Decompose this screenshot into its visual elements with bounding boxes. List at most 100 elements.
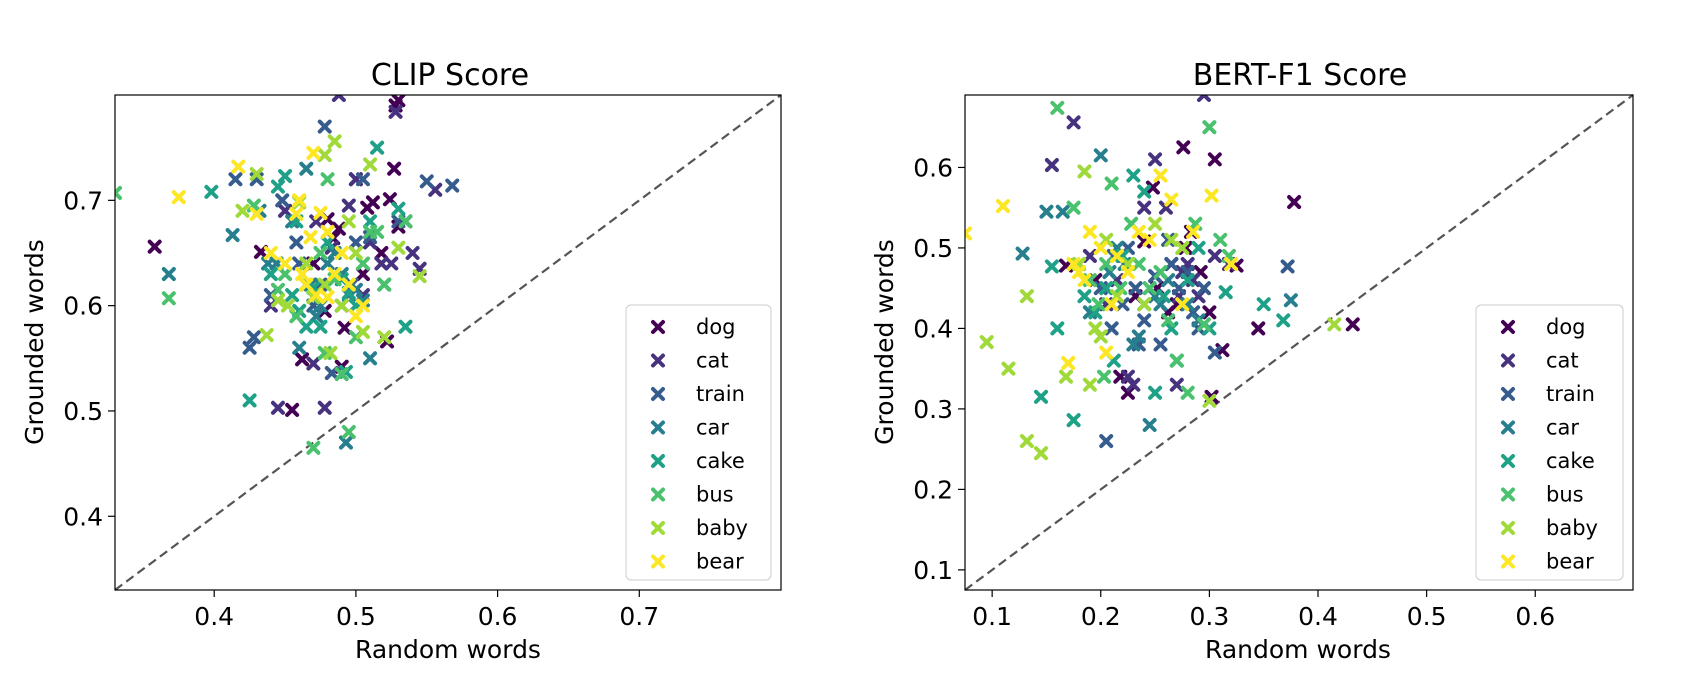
point-cake — [263, 267, 278, 282]
point-bear — [249, 207, 264, 222]
point-bus — [306, 440, 321, 455]
legend-marker-bear — [651, 554, 665, 569]
legend-label-dog: dog — [696, 315, 736, 339]
point-baby — [412, 269, 427, 284]
point-car — [299, 161, 314, 176]
plot-frame — [964, 94, 1634, 591]
legend-label-train: train — [1546, 382, 1595, 406]
point-bear — [263, 245, 278, 260]
point-baby — [1059, 369, 1074, 384]
point-dog — [1345, 317, 1360, 332]
legend-label-bus: bus — [1546, 483, 1584, 507]
point-dog — [391, 95, 406, 108]
point-bus — [1142, 281, 1157, 296]
point-baby — [363, 157, 378, 172]
point-dog — [387, 161, 402, 176]
point-cake — [299, 319, 314, 334]
point-car — [225, 228, 240, 243]
point-car — [309, 309, 324, 324]
x-tick-label: 0.5 — [1407, 602, 1447, 631]
point-bear — [1099, 345, 1114, 360]
x-axis-label: Random words — [1205, 635, 1391, 664]
point-bus — [1131, 257, 1146, 272]
y-tick-label: 0.6 — [63, 292, 103, 321]
point-baby — [280, 298, 295, 313]
point-car — [320, 256, 335, 271]
point-bear — [1120, 265, 1135, 280]
point-cake — [1191, 240, 1206, 255]
point-cat — [374, 256, 389, 271]
point-bear — [334, 245, 349, 260]
point-car — [1283, 293, 1298, 308]
legend-label-cat: cat — [696, 349, 729, 373]
point-bus — [1099, 257, 1114, 272]
point-bear — [1082, 224, 1097, 239]
legend-marker-car — [1501, 420, 1515, 435]
y-tick-label: 0.5 — [913, 234, 953, 263]
point-bus — [270, 282, 285, 297]
point-baby — [317, 277, 332, 292]
point-baby — [341, 214, 356, 229]
legend-marker-bus — [1501, 487, 1515, 502]
point-bear — [355, 298, 370, 313]
point-baby — [979, 335, 994, 350]
point-bus — [1161, 313, 1176, 328]
point-bus — [278, 267, 293, 282]
legend-marker-cake — [651, 454, 665, 468]
point-cat — [1207, 248, 1222, 263]
point-car — [1055, 204, 1070, 219]
legend-label-dog: dog — [1546, 315, 1586, 339]
y-tick-label: 0.5 — [63, 397, 103, 426]
point-dog — [1251, 321, 1266, 336]
point-cat — [1196, 95, 1211, 102]
point-dog — [1202, 305, 1217, 320]
point-baby — [249, 166, 264, 181]
point-cake — [1156, 289, 1171, 304]
point-cake — [285, 288, 300, 303]
point-train — [1137, 313, 1152, 328]
x-axis-label: Random words — [355, 635, 541, 664]
legend-label-cat: cat — [1546, 349, 1579, 373]
point-train — [228, 172, 243, 187]
point-train — [1280, 259, 1295, 274]
point-cat — [388, 104, 403, 119]
chart-title: BERT-F1 Score — [1193, 58, 1408, 93]
x-tick-label: 0.6 — [478, 602, 518, 631]
point-baby — [1077, 164, 1092, 179]
point-bear — [320, 290, 335, 305]
legend-label-car: car — [696, 416, 729, 440]
point-baby — [259, 328, 274, 343]
point-baby — [391, 240, 406, 255]
diagonal-line — [964, 94, 1634, 591]
point-bear — [1131, 224, 1146, 239]
point-bus — [1169, 353, 1184, 368]
legend-label-cake: cake — [696, 449, 745, 473]
point-dog — [1178, 240, 1193, 255]
point-bear — [299, 277, 314, 292]
point-cat — [270, 400, 285, 415]
point-cake — [391, 201, 406, 216]
legend-marker-cake — [1501, 454, 1515, 468]
point-dog — [1176, 140, 1191, 155]
point-bus — [1213, 232, 1228, 247]
point-bear — [313, 205, 328, 220]
point-cake — [1077, 289, 1092, 304]
point-cake — [1099, 281, 1114, 296]
point-bus — [115, 185, 122, 200]
legend-label-train: train — [696, 382, 745, 406]
legend-marker-bus — [651, 487, 665, 502]
point-cat — [306, 356, 321, 371]
point-cat — [384, 256, 399, 271]
plot-frame — [114, 94, 782, 591]
point-cake — [363, 214, 378, 229]
y-tick-label: 0.2 — [913, 475, 953, 504]
point-train — [1207, 345, 1222, 360]
point-car — [338, 435, 353, 450]
point-car — [1039, 204, 1054, 219]
point-cat — [1148, 152, 1163, 167]
point-bear — [965, 226, 972, 241]
identity-dashed-line — [964, 94, 1634, 591]
point-dog — [337, 320, 352, 335]
point-cake — [1126, 168, 1141, 183]
